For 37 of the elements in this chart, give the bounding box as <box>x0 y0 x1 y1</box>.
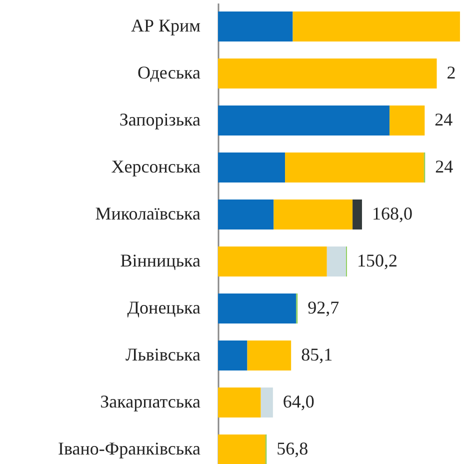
annotation: 92,7 <box>308 298 340 318</box>
bar <box>218 11 293 42</box>
bar <box>218 293 296 324</box>
bar <box>285 152 424 183</box>
annotation: 24 <box>435 156 454 176</box>
bar <box>260 387 273 418</box>
y-tick-label: Івано-Франківська <box>58 438 201 458</box>
bar <box>274 199 353 230</box>
y-tick-label: Одеська <box>137 62 200 82</box>
y-tick-label: АР Крим <box>130 16 200 36</box>
annotation: 24 <box>434 110 453 130</box>
bar <box>218 58 437 89</box>
annotation: 150,2 <box>356 250 398 270</box>
bar <box>292 11 460 42</box>
bar <box>218 105 390 136</box>
annotation: 64,0 <box>282 392 314 412</box>
y-tick-label: Херсонська <box>111 156 200 176</box>
annotation: 56,8 <box>276 438 308 458</box>
bar <box>390 105 425 136</box>
y-tick-label: Львівська <box>126 344 200 364</box>
bar <box>352 199 362 230</box>
bar <box>218 340 248 371</box>
bar <box>218 152 286 183</box>
y-tick-label: Вінницька <box>120 250 200 270</box>
annotation: 85,1 <box>301 344 333 364</box>
y-tick-label: Закарпатська <box>100 392 201 412</box>
annotation: 168,0 <box>372 204 412 224</box>
bar <box>218 434 266 464</box>
y-tick-label: Миколаївська <box>95 204 201 224</box>
annotation: 2 <box>446 62 456 82</box>
y-tick-label: Запорізька <box>119 110 201 130</box>
bar <box>218 246 327 277</box>
y-tick-label: Донецька <box>127 298 200 318</box>
bar <box>247 340 292 371</box>
bar <box>218 199 274 230</box>
bar <box>218 387 261 418</box>
bar <box>326 246 346 277</box>
